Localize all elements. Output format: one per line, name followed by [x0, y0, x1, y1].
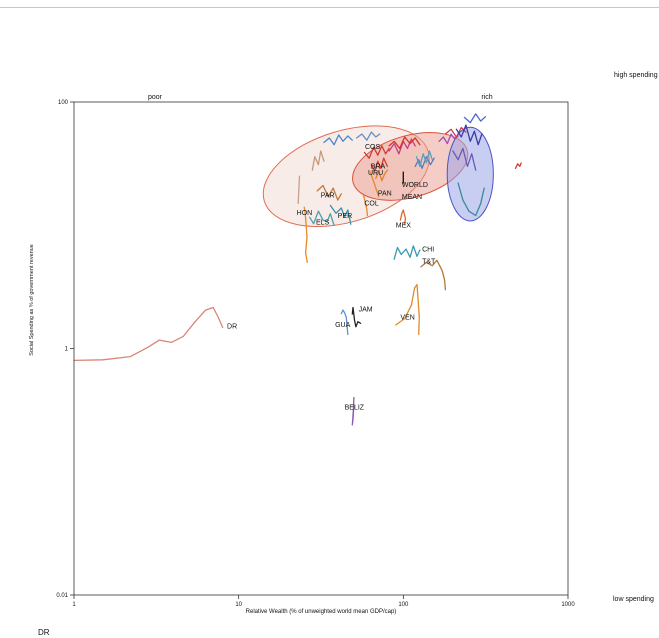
series-line-par — [316, 184, 342, 201]
series-line-trajectory-27 — [438, 133, 459, 145]
x-tick-label-1000: 1000 — [561, 602, 575, 608]
series-line-trajectory-30 — [452, 147, 477, 171]
series-line-jam — [351, 306, 362, 328]
series-line-trajectory-31 — [457, 182, 485, 217]
series-line-dr — [73, 306, 224, 362]
series-line-trajectory-19 — [297, 175, 301, 205]
series-line-trajectory-20 — [311, 150, 325, 171]
series-layer — [73, 113, 522, 426]
country-label-hon: HON — [297, 210, 313, 217]
country-label-cos: COS — [365, 144, 381, 151]
top-divider — [0, 7, 659, 8]
country-label-bra: BRA — [371, 164, 386, 171]
country-label-jam: JAM — [359, 306, 373, 313]
series-line-trajectory-29 — [455, 124, 483, 146]
series-line-cos — [363, 145, 390, 159]
country-label-t-t: T&T — [422, 258, 436, 265]
y-tick-label-1: 1 — [65, 347, 69, 353]
country-label-beliz: BELIZ — [345, 404, 365, 411]
series-line-trajectory-24 — [388, 136, 421, 150]
series-line-bra — [370, 157, 389, 172]
country-label-col: COL — [364, 200, 379, 207]
series-line-chi — [393, 245, 421, 260]
series-line-mex — [399, 209, 407, 225]
x-tick-label-10: 10 — [235, 602, 242, 608]
series-line-gua — [340, 309, 349, 336]
top-label-rich: rich — [481, 94, 492, 101]
series-line-els — [309, 210, 335, 226]
series-line-trajectory-33 — [514, 162, 522, 169]
series-line-uru — [375, 169, 389, 182]
series-line-trajectory-28 — [444, 126, 467, 138]
series-line-hon — [303, 206, 308, 264]
country-label-chi: CHI — [422, 247, 434, 254]
side-label-low-spending: low spending — [613, 596, 654, 603]
series-line-col — [362, 193, 369, 217]
top-label-poor: poor — [148, 94, 163, 101]
corner-label-dr: DR — [38, 628, 50, 637]
series-line-pan — [369, 171, 380, 198]
series-line-t-t — [420, 259, 447, 291]
axis-layer: 1 10 100 1000 100 1 0.01 — [56, 100, 575, 608]
side-label-high-spending: high spending — [614, 72, 658, 79]
country-label-pan: PAN — [378, 191, 392, 198]
country-label-gua: GUA — [335, 322, 351, 329]
series-line-trajectory-22 — [355, 131, 381, 141]
x-axis-label: Relative Wealth (% of unweighted world m… — [246, 609, 397, 615]
country-label-els: ELS — [316, 220, 330, 227]
series-line-trajectory-21 — [323, 134, 353, 146]
x-tick-label-1: 1 — [72, 602, 76, 608]
country-label-dr: DR — [227, 324, 237, 331]
country-label-mex: MEX — [396, 222, 412, 229]
country-label-ven: VEN — [400, 314, 414, 321]
y-tick-label-0.01: 0.01 — [56, 593, 68, 599]
y-tick-label-100: 100 — [58, 100, 69, 106]
series-line-trajectory-26 — [415, 150, 433, 168]
series-line-beliz — [351, 396, 355, 426]
y-axis-label: Social Spending as % of government reven… — [29, 244, 35, 356]
series-line-trajectory-32 — [463, 113, 487, 124]
country-label-world: WORLD — [402, 182, 428, 189]
series-line-ven — [395, 283, 420, 336]
country-label-mean: MEAN — [402, 194, 422, 201]
x-tick-label-100: 100 — [398, 602, 409, 608]
country-label-uru: URU — [368, 170, 383, 177]
series-line-per — [329, 204, 352, 225]
country-label-par: PAR — [321, 192, 335, 199]
country-label-per: PER — [338, 213, 352, 220]
